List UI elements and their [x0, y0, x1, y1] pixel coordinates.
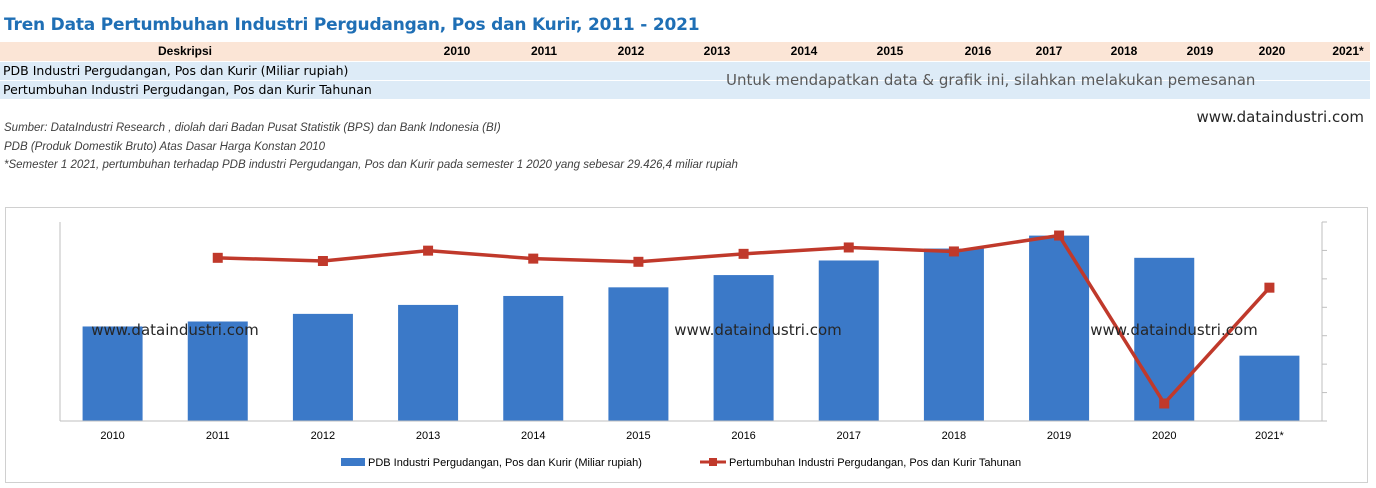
bar — [1239, 355, 1300, 421]
bar — [923, 248, 984, 421]
legend-bar-swatch — [341, 458, 365, 466]
table-header-year: 2015 — [876, 44, 904, 58]
line-point — [1054, 230, 1065, 241]
bar — [1134, 257, 1195, 421]
bar — [608, 287, 669, 421]
order-notice: Untuk mendapatkan data & grafik ini, sil… — [726, 71, 1256, 89]
line-point — [423, 245, 434, 256]
table-header-year: 2013 — [703, 44, 731, 58]
table-header-year: 2019 — [1186, 44, 1214, 58]
table-header-year: 2020 — [1258, 44, 1286, 58]
x-tick-label: 2016 — [731, 430, 755, 442]
table-header-year: 2017 — [1035, 44, 1063, 58]
line-point — [317, 256, 328, 267]
semester-note: *Semester 1 2021, pertumbuhan terhadap P… — [4, 159, 738, 171]
x-tick-label: 2015 — [626, 430, 650, 442]
x-tick-label: 2021* — [1255, 430, 1284, 442]
table-header-year: 2011 — [530, 44, 558, 58]
website-link[interactable]: www.dataindustri.com — [1196, 108, 1364, 126]
bar — [187, 321, 248, 421]
table-row-label-pdb: PDB Industri Pergudangan, Pos dan Kurir … — [3, 63, 349, 78]
table-header-year: 2021* — [1332, 44, 1364, 58]
x-tick-label: 2019 — [1047, 430, 1071, 442]
table-row-label-growth: Pertumbuhan Industri Pergudangan, Pos da… — [3, 82, 372, 97]
page-title: Tren Data Pertumbuhan Industri Pergudang… — [4, 15, 700, 35]
table-header-description: Deskripsi — [157, 44, 213, 58]
line-point — [212, 252, 223, 263]
x-tick-label: 2020 — [1152, 430, 1176, 442]
table-row: Pertumbuhan Industri Pergudangan, Pos da… — [0, 81, 1370, 99]
watermark-text: www.dataindustri.com — [1090, 321, 1258, 339]
legend-bar-label: PDB Industri Pergudangan, Pos dan Kurir … — [368, 457, 642, 469]
line-point — [843, 242, 854, 253]
x-tick-label: 2011 — [206, 430, 230, 442]
table-header-year: 2010 — [443, 44, 471, 58]
legend-line-marker — [709, 458, 717, 466]
table-header-year: 2018 — [1110, 44, 1138, 58]
bar — [1029, 235, 1090, 421]
line-point — [528, 253, 539, 264]
bar — [713, 275, 774, 421]
x-tick-label: 2014 — [521, 430, 545, 442]
line-point — [738, 248, 749, 259]
legend-line-label: Pertumbuhan Industri Pergudangan, Pos da… — [729, 457, 1021, 469]
x-tick-label: 2012 — [311, 430, 335, 442]
chart-frame — [5, 207, 1368, 483]
table-header-row: Deskripsi 2010 2011 2012 2013 2014 2015 … — [0, 42, 1370, 61]
x-tick-label: 2017 — [837, 430, 861, 442]
line-point — [1264, 282, 1275, 293]
source-note: Sumber: DataIndustri Research , diolah d… — [4, 122, 501, 134]
table-header-year: 2012 — [617, 44, 645, 58]
line-point — [1159, 398, 1170, 409]
x-tick-label: 2013 — [416, 430, 440, 442]
table-header-year: 2014 — [790, 44, 818, 58]
line-point — [948, 246, 959, 257]
table-row: PDB Industri Pergudangan, Pos dan Kurir … — [0, 62, 1370, 80]
bar — [82, 326, 143, 421]
bar — [292, 313, 353, 421]
line-point — [633, 256, 644, 267]
bar — [818, 260, 879, 421]
table-header-year: 2016 — [964, 44, 992, 58]
watermark-text: www.dataindustri.com — [91, 321, 259, 339]
x-tick-label: 2010 — [100, 430, 124, 442]
pdb-note: PDB (Produk Domestik Bruto) Atas Dasar H… — [4, 141, 326, 153]
bar — [503, 295, 564, 421]
x-tick-label: 2018 — [942, 430, 966, 442]
watermark-text: www.dataindustri.com — [674, 321, 842, 339]
bar — [398, 304, 459, 421]
